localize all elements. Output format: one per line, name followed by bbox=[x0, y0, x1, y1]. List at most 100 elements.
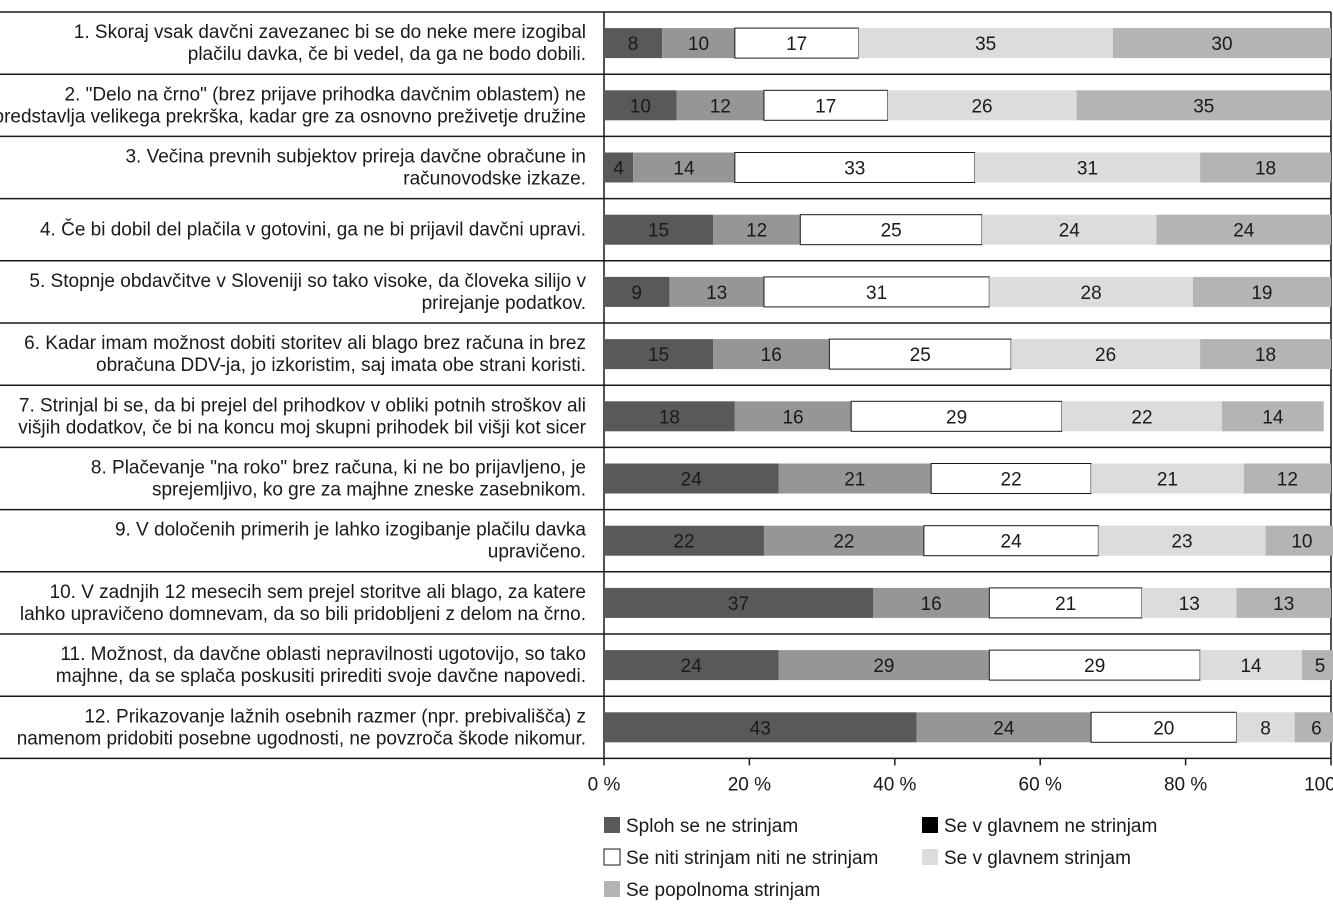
bar-segment bbox=[1200, 152, 1331, 183]
legend-swatch bbox=[922, 817, 938, 833]
bar-value-label: 24 bbox=[1059, 221, 1081, 242]
category-label: 11. Možnost, da davčne oblasti nepraviln… bbox=[56, 644, 586, 687]
category-label-line: lahko upravičeno domnevam, da so bili pr… bbox=[20, 604, 586, 625]
category-label: 8. Plačevanje "na roko" brez računa, ki … bbox=[91, 458, 586, 501]
bar-value-label: 21 bbox=[844, 470, 865, 491]
category-label-line: 9. V določenih primerih je lahko izogiba… bbox=[115, 520, 586, 541]
category-label-line: predstavlja velikega prekrška, kadar gre… bbox=[0, 106, 586, 127]
bar-value-label: 14 bbox=[1262, 407, 1284, 428]
bar-segment bbox=[1098, 525, 1266, 556]
legend: Sploh se ne strinjam Se v glavnem ne stri… bbox=[603, 816, 1157, 901]
bar-value-label: 6 bbox=[1311, 718, 1322, 739]
bar-value-label: 12 bbox=[710, 96, 731, 117]
bar-value-label: 26 bbox=[971, 96, 992, 117]
bar-segment bbox=[1112, 28, 1331, 59]
bar-segment bbox=[604, 463, 779, 494]
bar-segment bbox=[1062, 401, 1222, 432]
bar-segment bbox=[604, 587, 873, 618]
bar-segment bbox=[778, 650, 990, 681]
legend-swatch bbox=[922, 849, 938, 865]
bar-value-label: 31 bbox=[866, 283, 887, 304]
bar-segment bbox=[604, 339, 714, 370]
category-label-line: prirejanje podatkov. bbox=[422, 293, 586, 314]
bar-value-label: 10 bbox=[688, 34, 709, 55]
bar-value-label: 4 bbox=[613, 159, 624, 180]
bar-value-label: 12 bbox=[746, 221, 767, 242]
bar-value-label: 9 bbox=[631, 283, 642, 304]
bar-segment bbox=[1236, 587, 1331, 618]
category-label-line: plačilu davka, če bi vedel, da ga ne bod… bbox=[188, 44, 586, 65]
category-label-line: 7. Strinjal bi se, da bi prejel del prih… bbox=[19, 395, 586, 416]
bar-value-label: 14 bbox=[1240, 656, 1262, 677]
bar-segment bbox=[604, 650, 779, 681]
chart-bars: 8 10 17 35 30 10 12 17 26 35 4 14 33 31 18 15 12 25 24 24 9 1… bbox=[604, 27, 1333, 743]
category-label-line: 12. Prikazovanje lažnih osebnih razmer (… bbox=[84, 706, 586, 727]
bar-segment bbox=[1243, 463, 1331, 494]
x-tick-label: 80 % bbox=[1164, 774, 1207, 795]
bar-value-label: 37 bbox=[728, 594, 749, 615]
bar-segment bbox=[799, 214, 983, 246]
category-label-line: obračuna DDV-ja, jo izkoristim, saj imat… bbox=[96, 355, 586, 376]
bar-segment bbox=[604, 28, 663, 59]
bar-value-label: 33 bbox=[844, 159, 865, 180]
bar-value-label: 29 bbox=[873, 656, 894, 677]
bar-value-label: 35 bbox=[975, 34, 996, 55]
bar-segment bbox=[974, 152, 1201, 183]
category-label-line: upravičeno. bbox=[488, 542, 586, 563]
bar-segment bbox=[887, 90, 1077, 121]
category-label-line: 1. Skoraj vsak davčni zavezanec bi se do… bbox=[74, 22, 586, 43]
bar-segment bbox=[1091, 463, 1244, 494]
category-label: 4. Če bi dobil del plačila v gotovini, g… bbox=[40, 219, 586, 241]
x-axis: 0 % 20 % 40 % 60 % 80 % 100 % bbox=[588, 758, 1333, 795]
bar-value-label: 13 bbox=[1273, 594, 1294, 615]
legend-label: Se popolnoma strinjam bbox=[626, 880, 820, 901]
bar-value-label: 22 bbox=[833, 532, 854, 553]
bar-segment bbox=[850, 400, 1063, 432]
category-label: 3. Večina prevnih subjektov prireja davč… bbox=[125, 147, 586, 190]
bar-value-label: 8 bbox=[628, 34, 639, 55]
bar-segment bbox=[1236, 712, 1295, 743]
bar-segment bbox=[604, 525, 764, 556]
bar-value-label: 10 bbox=[1291, 532, 1312, 553]
bar-value-label: 15 bbox=[648, 221, 669, 242]
bar-value-label: 17 bbox=[786, 34, 807, 55]
bar-segment bbox=[604, 152, 634, 183]
bar-segment bbox=[1221, 401, 1324, 432]
category-label-line: 8. Plačevanje "na roko" brez računa, ki … bbox=[91, 458, 586, 479]
bar-value-label: 35 bbox=[1193, 96, 1214, 117]
category-label: 6. Kadar imam možnost dobiti storitev al… bbox=[24, 333, 586, 376]
bar-value-label: 8 bbox=[1260, 718, 1271, 739]
legend-label: Se v glavnem strinjam bbox=[944, 848, 1131, 869]
category-label-line: sprejemljivo, ko gre za majhne zneske za… bbox=[152, 480, 586, 501]
category-label: 2. "Delo na črno" (brez prijave prihodka… bbox=[0, 84, 586, 127]
bar-value-label: 5 bbox=[1315, 656, 1326, 677]
bar-segment bbox=[930, 463, 1092, 494]
bar-value-label: 17 bbox=[815, 96, 836, 117]
category-label-line: 11. Možnost, da davčne oblasti nepraviln… bbox=[60, 644, 586, 665]
bar-value-label: 28 bbox=[1081, 283, 1102, 304]
bar-segment bbox=[1200, 650, 1302, 681]
x-tick-label: 60 % bbox=[1019, 774, 1062, 795]
bar-segment bbox=[604, 712, 917, 743]
bar-value-label: 15 bbox=[648, 345, 669, 366]
bar-value-label: 26 bbox=[1095, 345, 1116, 366]
bar-segment bbox=[662, 28, 735, 59]
bar-segment bbox=[604, 401, 735, 432]
bar-value-label: 23 bbox=[1171, 532, 1192, 553]
bar-value-label: 30 bbox=[1211, 34, 1232, 55]
x-tick-label: 20 % bbox=[728, 774, 771, 795]
category-label-line: računovodske izkaze. bbox=[403, 169, 586, 190]
bar-value-label: 16 bbox=[782, 407, 803, 428]
bar-value-label: 24 bbox=[993, 718, 1015, 739]
bar-segment bbox=[989, 276, 1193, 307]
bar-segment bbox=[778, 463, 932, 494]
bar-segment bbox=[858, 28, 1113, 59]
bar-segment bbox=[923, 525, 1099, 557]
category-label-line: 5. Stopnje obdavčitve v Sloveniji so tak… bbox=[29, 271, 586, 292]
bar-segment bbox=[604, 214, 714, 245]
bar-segment bbox=[1192, 276, 1331, 307]
bar-segment bbox=[633, 152, 735, 183]
bar-value-label: 22 bbox=[673, 532, 694, 553]
category-label: 1. Skoraj vsak davčni zavezanec bi se do… bbox=[74, 22, 586, 65]
